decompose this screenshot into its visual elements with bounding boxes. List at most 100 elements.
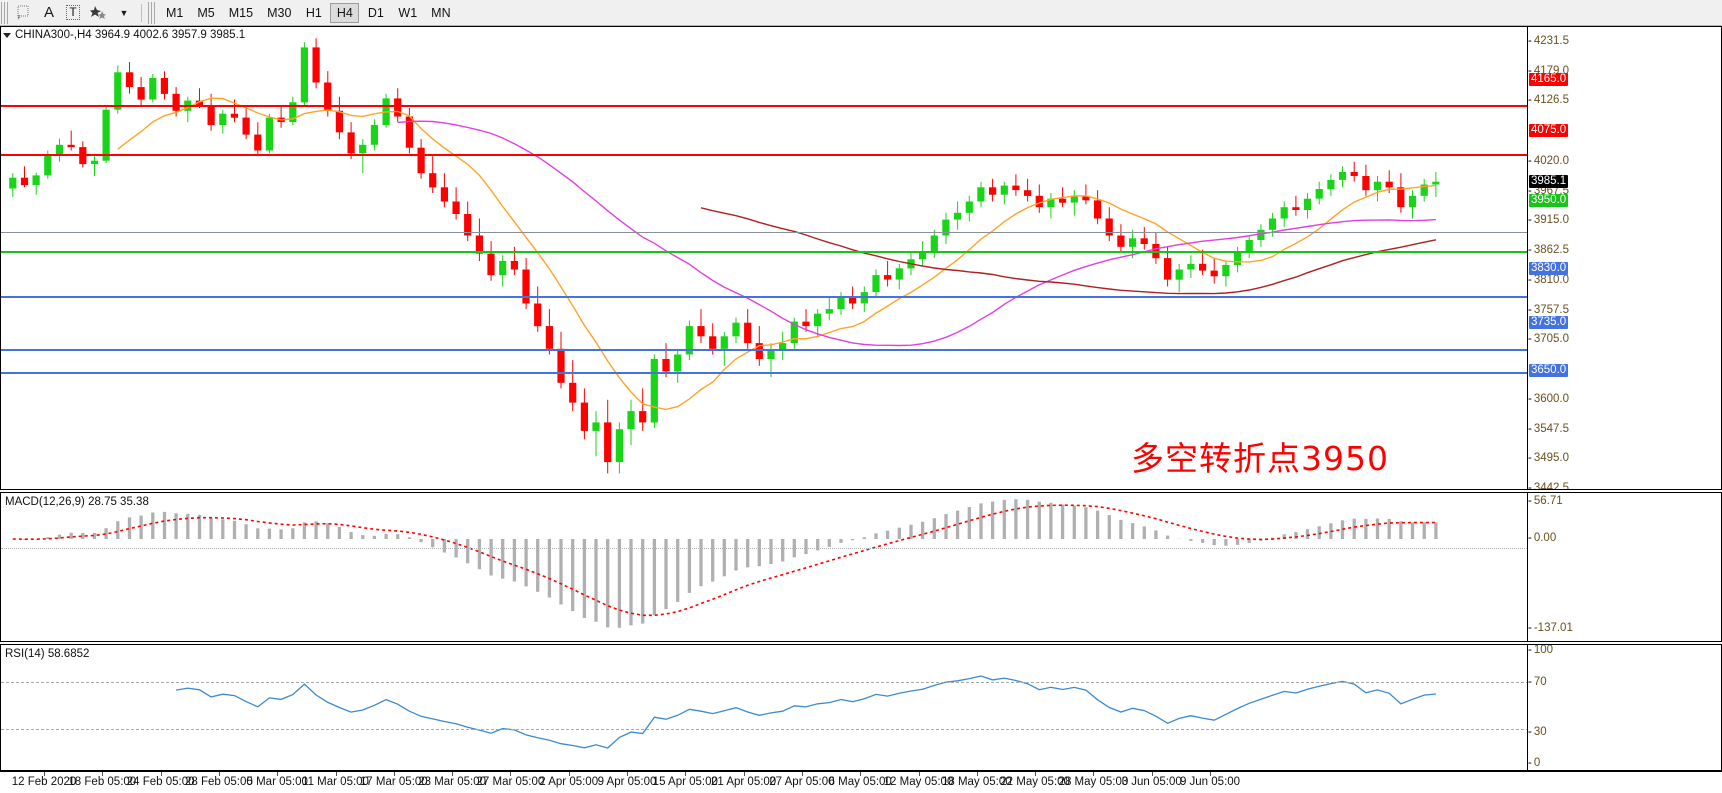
time-axis-mark <box>218 772 220 776</box>
time-axis-mark <box>277 772 279 776</box>
timeframe-button-mn[interactable]: MN <box>431 5 451 20</box>
time-axis-tick-label: 12 May 05:00 <box>883 776 954 788</box>
chart-annotation-text[interactable]: 多空转折点3950 <box>1131 439 1389 478</box>
crosshair-tool-button[interactable]: F <box>12 2 37 24</box>
price-tag-3650-0[interactable]: 3650.0 <box>1529 364 1569 378</box>
price-axis-tick-label: 3547.5 <box>1533 422 1570 435</box>
rsi-plot-area[interactable] <box>1 645 1529 770</box>
price-tag-3830-0[interactable]: 3830.0 <box>1529 262 1569 276</box>
timeframe-button-h1[interactable]: H1 <box>305 5 322 20</box>
timeframe-group: M1 M5 M15 M30 H1 H4 D1 W1 MN <box>159 2 458 23</box>
time-axis-tick-label: 17 Mar 05:00 <box>359 776 428 788</box>
macd-plot-area[interactable] <box>1 493 1529 641</box>
price-axis-tick: -3757.5 <box>1528 303 1570 316</box>
rsi-axis-tick: -70 <box>1528 675 1547 688</box>
macd-axis-tick: - -137.01 <box>1528 622 1573 635</box>
level-line-3735[interactable] <box>1 349 1529 351</box>
time-axis-mark <box>452 772 454 776</box>
macd-axis[interactable]: -56.71 -0.00 - -137.01 <box>1527 493 1721 641</box>
price-axis-tick-label: 3600.0 <box>1533 392 1570 405</box>
time-axis-mark <box>1210 772 1211 776</box>
toolbar-divider <box>141 3 142 22</box>
price-tag-4165-0[interactable]: 4165.0 <box>1529 72 1569 86</box>
price-axis-tick-label: 3495.0 <box>1533 452 1570 465</box>
time-axis-mark <box>1093 772 1095 776</box>
timeframe-button-m30[interactable]: M30 <box>267 5 292 20</box>
chart-toolbar: F A T ▼ M1 M5 M15 M30 H1 H4 D1 W1 MN <box>0 0 1722 26</box>
macd-axis-tick-label: 0.00 <box>1533 532 1557 545</box>
time-axis-mark <box>102 772 104 776</box>
rsi-axis-tick-label: 100 <box>1533 644 1554 656</box>
time-axis-tick-label: 9 Jun 05:00 <box>1179 776 1241 788</box>
time-axis-mark <box>160 772 162 776</box>
timeframe-button-d1[interactable]: D1 <box>367 5 384 20</box>
price-axis-tick-label: 4231.5 <box>1533 35 1570 47</box>
rsi-axis-tick: -100 <box>1528 644 1554 656</box>
level-line-4075[interactable] <box>1 154 1529 156</box>
rsi-axis-tick-label: 30 <box>1533 725 1547 738</box>
shapes-icon <box>90 6 106 19</box>
timeframe-button-w1[interactable]: W1 <box>398 5 418 20</box>
price-axis-tick-label: 3967.5 <box>1533 184 1570 197</box>
timeframe-grip-icon[interactable] <box>148 1 157 24</box>
price-tag-3735-0[interactable]: 3735.0 <box>1529 316 1569 330</box>
price-axis-tick-label: 3705.0 <box>1533 333 1570 346</box>
price-axis-tick: -3495.0 <box>1528 452 1570 465</box>
time-axis[interactable]: 12 Feb 2020 18 Feb 05:00 24 Feb 05:00 28 Fe… <box>0 771 1722 793</box>
time-axis-tick-label: 23 Mar 05:00 <box>418 776 486 788</box>
crosshair-icon: F <box>17 5 29 21</box>
text-a-icon: A <box>43 4 54 21</box>
price-axis-tick: -3442.5 <box>1528 482 1570 490</box>
price-axis[interactable]: -4231.5 -4179.0 -4126.5 -4020.0 -3967.5 -3915… <box>1527 27 1721 489</box>
price-axis-tick: -3967.5 <box>1528 184 1570 197</box>
time-axis-mark <box>627 772 628 776</box>
time-axis-tick-label: 22 May 05:00 <box>1000 776 1070 788</box>
price-chart-pane[interactable]: CHINA300-,H4 3964.9 4002.6 3957.9 3985.1… <box>0 26 1722 490</box>
text-label-tool-button[interactable]: T <box>61 2 85 24</box>
macd-axis-tick: -0.00 <box>1528 532 1557 545</box>
macd-axis-tick-label: -137.01 <box>1533 622 1573 635</box>
level-line-3950[interactable] <box>1 251 1529 253</box>
text-tool-button[interactable]: A <box>37 2 61 24</box>
time-axis-tick-label: 12 Feb 2020 <box>11 776 77 788</box>
timeframe-button-m5[interactable]: M5 <box>197 5 215 20</box>
price-tag-4075-0[interactable]: 4075.0 <box>1529 123 1569 137</box>
price-axis-tick: -3862.5 <box>1528 244 1570 257</box>
timeframe-button-m1[interactable]: M1 <box>166 5 184 20</box>
time-axis-mark <box>685 772 687 776</box>
level-line-3650[interactable] <box>1 372 1529 374</box>
price-axis-tick: -3915.0 <box>1528 214 1570 227</box>
price-tag-3985-1[interactable]: 3985.1 <box>1529 174 1569 188</box>
macd-label: MACD(12,26,9) 28.75 35.38 <box>5 496 149 508</box>
level-line-4165[interactable] <box>1 105 1529 107</box>
time-axis-tick-label: 2 Apr 05:00 <box>539 776 599 788</box>
rsi-axis[interactable]: -100 -70 -30 -0 <box>1527 645 1721 770</box>
price-axis-tick-label: 4126.5 <box>1533 94 1570 107</box>
price-axis-tick-label: 3442.5 <box>1533 482 1570 490</box>
time-axis-tick-label: 28 May 05:00 <box>1058 776 1129 788</box>
time-axis-tick-label: 18 May 05:00 <box>941 776 1012 788</box>
price-axis-tick: -4126.5 <box>1528 94 1570 107</box>
shapes-tool-button[interactable] <box>85 2 112 24</box>
price-tag-3950-0[interactable]: 3950.0 <box>1529 194 1569 208</box>
rsi-label: RSI(14) 58.6852 <box>5 648 90 660</box>
price-axis-tick: -4231.5 <box>1528 35 1570 47</box>
timeframe-button-m15[interactable]: M15 <box>228 5 254 20</box>
price-axis-tick-label: 3757.5 <box>1533 303 1570 316</box>
price-plot-area[interactable]: 多空转折点3950 <box>1 27 1529 489</box>
drag-grip-icon[interactable] <box>1 1 10 24</box>
rsi-axis-tick-label: 0 <box>1533 757 1541 769</box>
time-axis-tick-label: 27 Mar 05:00 <box>476 776 545 788</box>
time-axis-mark <box>44 772 45 776</box>
level-line-3830[interactable] <box>1 296 1529 298</box>
caret-down-icon[interactable] <box>3 32 11 38</box>
svg-text:F: F <box>18 16 21 21</box>
price-axis-tick: -4179.0 <box>1528 64 1570 77</box>
time-axis-mark <box>860 772 862 776</box>
rsi-pane[interactable]: RSI(14) 58.6852 -100 -70 -30 -0 <box>0 644 1722 771</box>
shapes-dropdown-button[interactable]: ▼ <box>112 2 136 24</box>
macd-pane[interactable]: MACD(12,26,9) 28.75 35.38 -56.71 -0.00 - -1… <box>0 492 1722 642</box>
symbol-info-bar[interactable]: CHINA300-,H4 3964.9 4002.6 3957.9 3985.1 <box>3 29 245 41</box>
rsi-oversold-line <box>1 729 1529 730</box>
timeframe-button-h4[interactable]: H4 <box>330 2 360 23</box>
